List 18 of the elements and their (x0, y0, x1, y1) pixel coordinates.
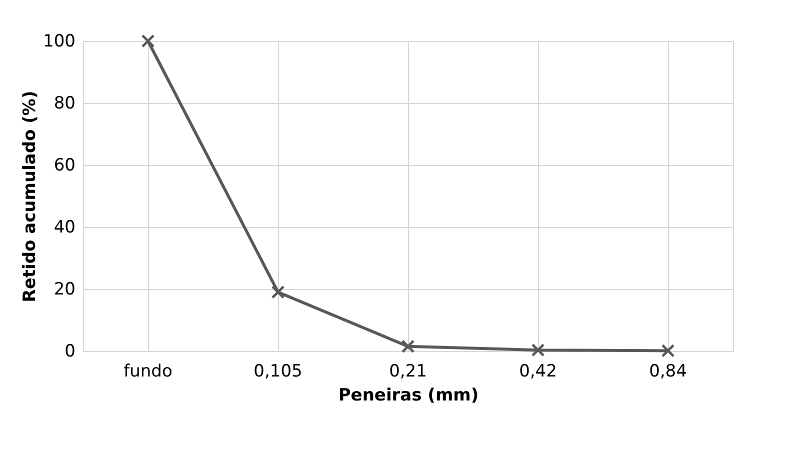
y-axis-title: Retido acumulado (%) (20, 90, 40, 302)
point (401, 340, 415, 354)
x-axis-title: Peneiras (mm) (338, 386, 479, 406)
point (141, 34, 155, 48)
x-tick-label: fundo (124, 362, 172, 382)
point (661, 344, 675, 358)
y-tick-label: 0 (64, 342, 76, 362)
y-tick-label: 60 (54, 156, 76, 176)
point (531, 343, 545, 357)
x-tick-label: 0,84 (649, 362, 687, 382)
x-tick-label: 0,21 (389, 362, 427, 382)
y-tick-label: 20 (54, 280, 76, 300)
y-tick-label: 100 (43, 32, 76, 52)
x-tick-label: 0,105 (254, 362, 302, 382)
point (271, 285, 285, 299)
y-tick-label: 80 (54, 94, 76, 114)
x-tick-label: 0,42 (519, 362, 557, 382)
y-tick-label: 40 (54, 218, 76, 238)
